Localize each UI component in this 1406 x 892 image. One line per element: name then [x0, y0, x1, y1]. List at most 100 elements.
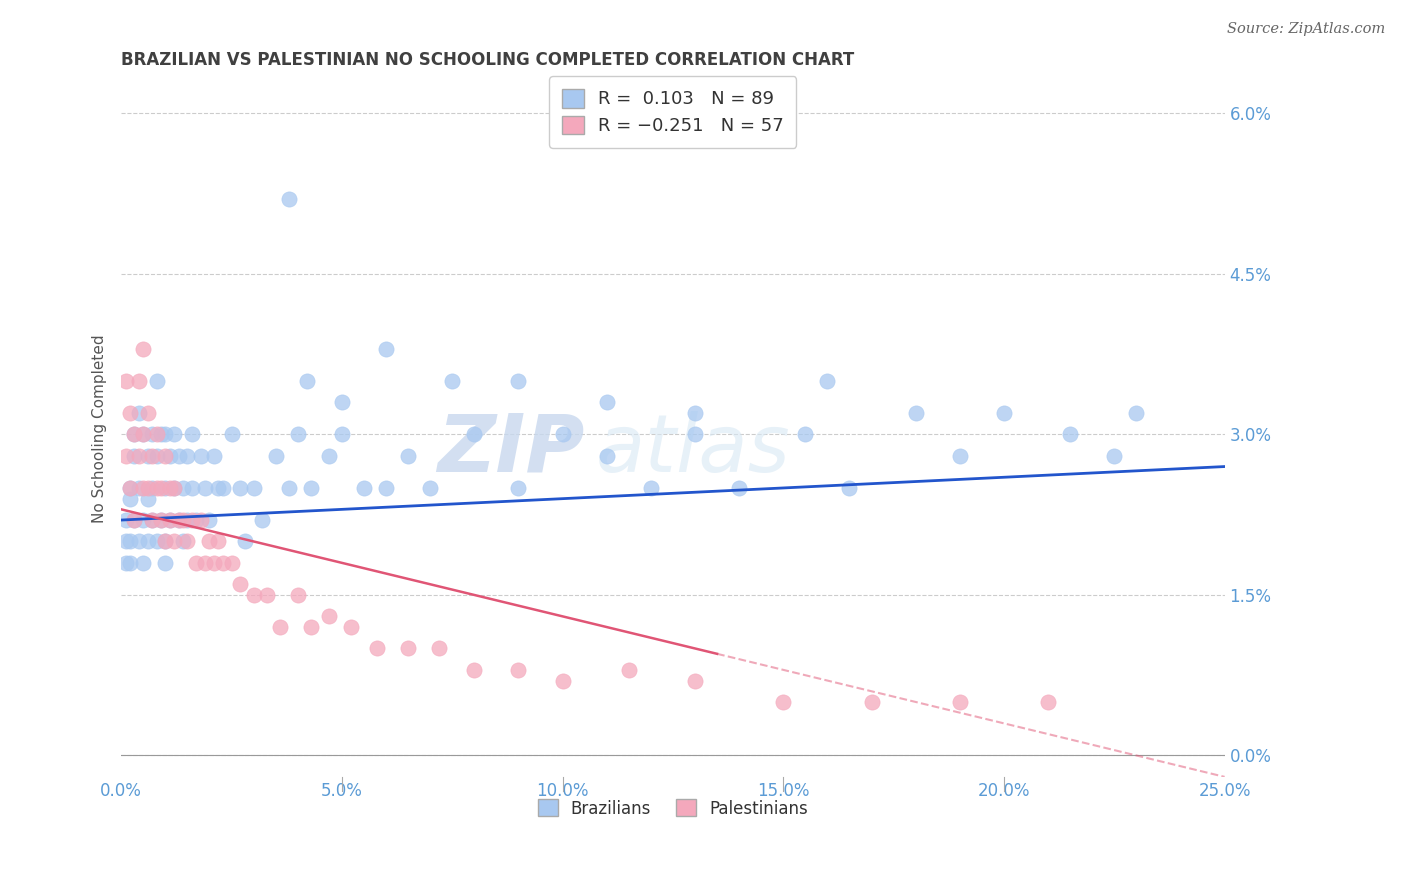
- Point: [190, 449, 212, 463]
- Point: [287, 588, 309, 602]
- Point: [176, 513, 198, 527]
- Point: [132, 481, 155, 495]
- Point: [198, 534, 221, 549]
- Point: [860, 695, 883, 709]
- Point: [136, 449, 159, 463]
- Point: [1059, 427, 1081, 442]
- Point: [463, 663, 485, 677]
- Point: [463, 427, 485, 442]
- Point: [114, 513, 136, 527]
- Point: [441, 374, 464, 388]
- Point: [229, 481, 252, 495]
- Point: [149, 513, 172, 527]
- Point: [508, 374, 530, 388]
- Point: [508, 481, 530, 495]
- Point: [145, 374, 167, 388]
- Point: [159, 481, 181, 495]
- Point: [949, 695, 972, 709]
- Point: [194, 556, 217, 570]
- Point: [508, 663, 530, 677]
- Point: [233, 534, 256, 549]
- Point: [278, 481, 301, 495]
- Point: [124, 449, 146, 463]
- Point: [155, 481, 177, 495]
- Point: [299, 620, 322, 634]
- Text: BRAZILIAN VS PALESTINIAN NO SCHOOLING COMPLETED CORRELATION CHART: BRAZILIAN VS PALESTINIAN NO SCHOOLING CO…: [121, 51, 855, 69]
- Text: Source: ZipAtlas.com: Source: ZipAtlas.com: [1226, 22, 1385, 37]
- Text: atlas: atlas: [596, 411, 790, 489]
- Point: [118, 406, 141, 420]
- Point: [132, 513, 155, 527]
- Y-axis label: No Schooling Completed: No Schooling Completed: [93, 334, 107, 524]
- Point: [163, 481, 186, 495]
- Point: [1125, 406, 1147, 420]
- Point: [180, 427, 202, 442]
- Point: [269, 620, 291, 634]
- Point: [375, 342, 398, 356]
- Point: [278, 192, 301, 206]
- Point: [419, 481, 441, 495]
- Point: [551, 427, 574, 442]
- Point: [180, 481, 202, 495]
- Point: [252, 513, 274, 527]
- Point: [198, 513, 221, 527]
- Point: [202, 449, 225, 463]
- Point: [149, 427, 172, 442]
- Point: [118, 481, 141, 495]
- Point: [163, 427, 186, 442]
- Point: [132, 556, 155, 570]
- Point: [396, 449, 419, 463]
- Point: [794, 427, 817, 442]
- Point: [904, 406, 927, 420]
- Point: [124, 427, 146, 442]
- Point: [396, 641, 419, 656]
- Point: [163, 481, 186, 495]
- Point: [149, 481, 172, 495]
- Point: [145, 427, 167, 442]
- Point: [551, 673, 574, 688]
- Point: [145, 481, 167, 495]
- Point: [159, 449, 181, 463]
- Point: [318, 449, 340, 463]
- Point: [172, 513, 194, 527]
- Point: [949, 449, 972, 463]
- Point: [159, 513, 181, 527]
- Point: [145, 534, 167, 549]
- Point: [114, 374, 136, 388]
- Point: [172, 534, 194, 549]
- Point: [149, 513, 172, 527]
- Point: [596, 395, 619, 409]
- Point: [772, 695, 794, 709]
- Point: [330, 427, 353, 442]
- Point: [141, 427, 163, 442]
- Point: [640, 481, 662, 495]
- Point: [136, 491, 159, 506]
- Point: [728, 481, 751, 495]
- Point: [132, 342, 155, 356]
- Point: [295, 374, 318, 388]
- Point: [155, 534, 177, 549]
- Point: [207, 534, 229, 549]
- Point: [132, 427, 155, 442]
- Point: [211, 481, 233, 495]
- Point: [838, 481, 860, 495]
- Point: [339, 620, 361, 634]
- Point: [167, 513, 190, 527]
- Point: [318, 609, 340, 624]
- Point: [118, 491, 141, 506]
- Point: [132, 427, 155, 442]
- Point: [128, 481, 150, 495]
- Point: [128, 534, 150, 549]
- Point: [427, 641, 450, 656]
- Point: [141, 481, 163, 495]
- Point: [155, 534, 177, 549]
- Point: [190, 513, 212, 527]
- Point: [159, 513, 181, 527]
- Point: [128, 374, 150, 388]
- Point: [176, 534, 198, 549]
- Point: [207, 481, 229, 495]
- Point: [141, 513, 163, 527]
- Point: [194, 481, 217, 495]
- Point: [155, 556, 177, 570]
- Point: [128, 406, 150, 420]
